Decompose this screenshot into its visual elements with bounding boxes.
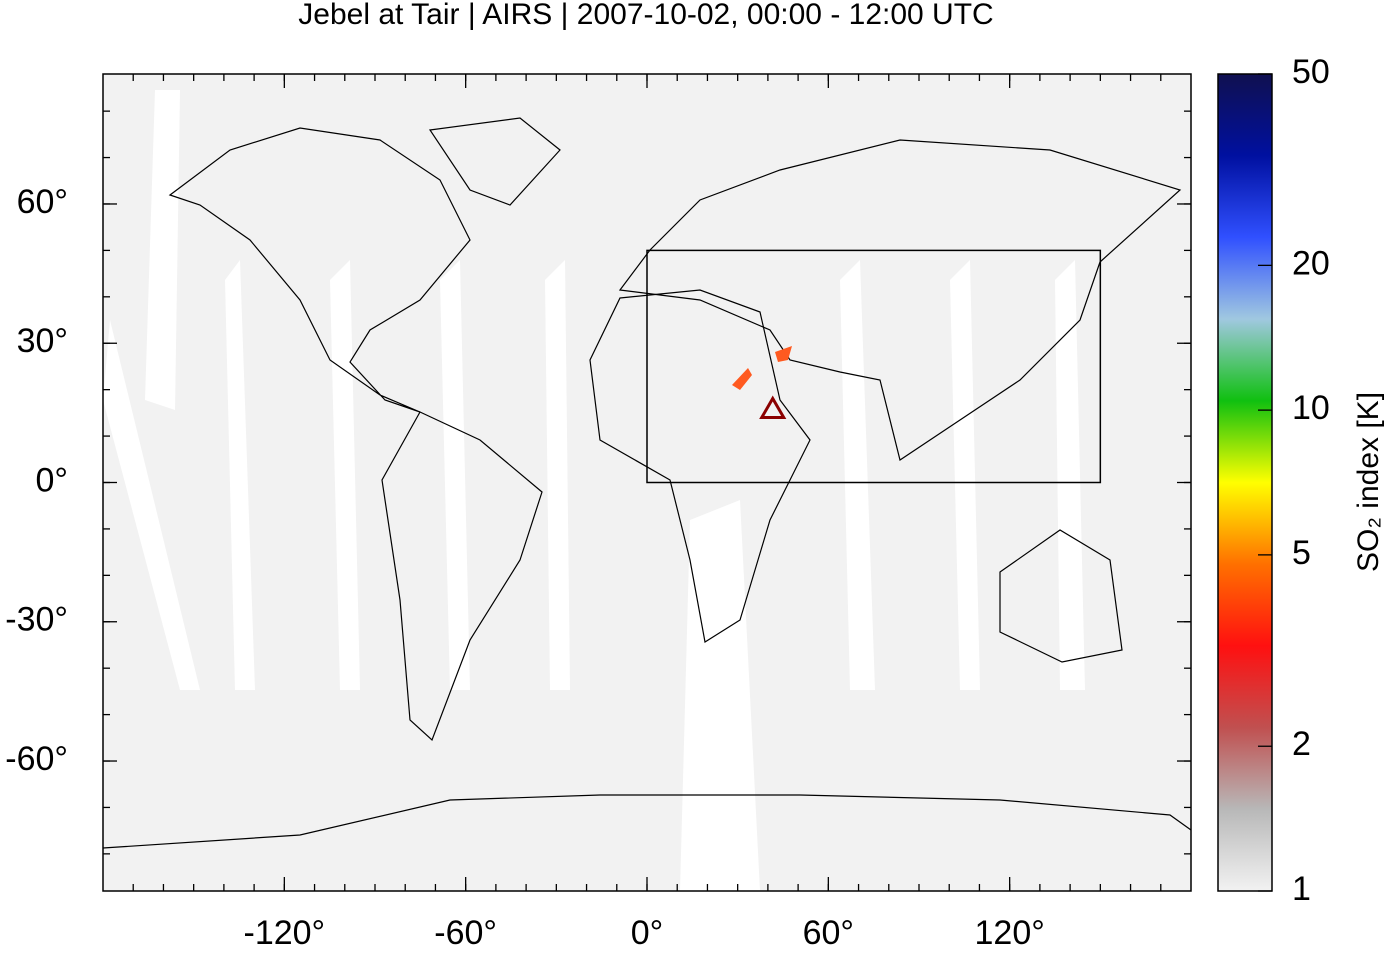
- x-tick-label: -60°: [434, 914, 497, 950]
- y-tick-label: 0°: [35, 461, 68, 499]
- colorbar-tick-label: 5: [1292, 534, 1311, 572]
- x-tick-label: -120°: [244, 914, 326, 950]
- colorbar-label: SO₂ index [K]: [1352, 392, 1385, 572]
- y-tick-label: -60°: [5, 740, 68, 778]
- x-tick-label: 120°: [975, 914, 1045, 950]
- y-tick-label: 30°: [17, 322, 68, 360]
- colorbar-tick-label: 50: [1292, 53, 1330, 91]
- volcano-marker: [759, 395, 787, 420]
- so2-plume: [732, 346, 792, 390]
- coastlines: [102, 117, 1192, 849]
- colorbar: [1217, 73, 1273, 892]
- colorbar-tick-label: 2: [1292, 725, 1311, 763]
- colorbar-tick-label: 10: [1292, 389, 1330, 427]
- swath-gaps: [103, 90, 1085, 891]
- y-tick-label: -30°: [5, 601, 68, 639]
- x-tick-label: 0°: [631, 914, 664, 950]
- title: Jebel at Tair | AIRS | 2007-10-02, 00:00…: [298, 0, 993, 31]
- region-box: [646, 249, 1102, 484]
- colorbar-tick-label: 1: [1292, 870, 1311, 908]
- y-tick-label: 60°: [17, 183, 68, 221]
- colorbar-tick-label: 20: [1292, 244, 1330, 282]
- x-tick-label: 60°: [803, 914, 854, 950]
